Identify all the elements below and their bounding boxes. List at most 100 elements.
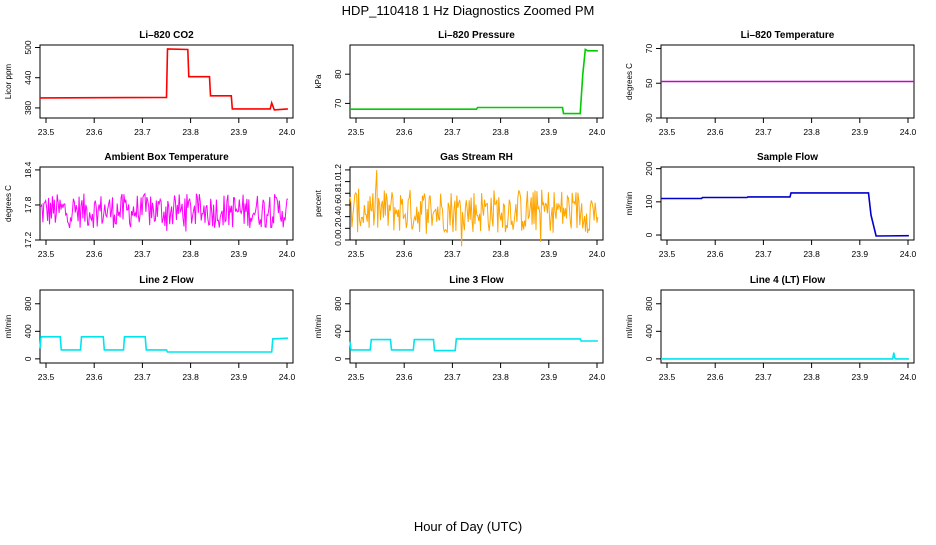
y-tick-label: 80: [333, 69, 343, 79]
y-axis-label: percent: [314, 189, 323, 216]
plot-frame: [39, 44, 294, 119]
x-tick-label: 23.6: [707, 127, 724, 137]
x-tick-label: 23.7: [444, 372, 461, 382]
plot-frame: [39, 166, 294, 241]
y-axis-label: degrees C: [4, 185, 13, 222]
x-tick-label: 23.7: [444, 249, 461, 259]
panel-title: Line 3 Flow: [449, 275, 504, 286]
y-tick-label: 30: [644, 113, 654, 123]
y-tick-label: 70: [333, 98, 343, 108]
x-tick-label: 23.9: [231, 127, 248, 137]
x-tick-label: 23.8: [492, 249, 509, 259]
y-tick-label: 0.0: [333, 234, 343, 246]
x-tick-label: 23.8: [182, 372, 199, 382]
x-tick-label: 24.0: [589, 372, 606, 382]
x-tick-label: 24.0: [900, 249, 917, 259]
x-tick-label: 23.5: [38, 249, 55, 259]
y-tick-label: 440: [23, 70, 33, 84]
x-tick-label: 23.6: [86, 372, 103, 382]
x-tick-label: 23.9: [852, 372, 869, 382]
x-tick-label: 24.0: [589, 127, 606, 137]
chart-panel-8: Line 3 Flow ml/min 23.5 23.6 23.7 23.8 23.9 24.…: [314, 275, 606, 382]
y-tick-label: 50: [644, 78, 654, 88]
y-tick-label: 500: [23, 40, 33, 54]
x-tick-label: 23.5: [38, 372, 55, 382]
y-tick-label: 0: [644, 232, 654, 237]
y-tick-label: 400: [333, 324, 343, 338]
x-tick-label: 24.0: [900, 372, 917, 382]
x-tick-label: 23.6: [396, 372, 413, 382]
panel-title: Gas Stream RH: [440, 152, 513, 163]
panel-title: Line 2 Flow: [139, 275, 194, 286]
y-tick-label: 0.8: [333, 187, 343, 199]
y-tick-label: 380: [23, 101, 33, 115]
x-tick-label: 23.7: [134, 249, 151, 259]
chart-panel-3: Li–820 Temperature degrees C 23.5 23.6 23.7 2…: [625, 30, 917, 137]
chart-panel-6: Sample Flow ml/min 23.5 23.6 23.7 23.8 23.9 24.…: [625, 152, 917, 259]
panel-title: Li–820 CO2: [139, 30, 194, 41]
panel-grid: Li–820 CO2 Licor ppm 23.5 23.6 23.7 23.8 23.9 2…: [4, 30, 917, 382]
x-tick-label: 23.8: [803, 127, 820, 137]
x-tick-label: 23.9: [231, 372, 248, 382]
y-axis-label: ml/min: [4, 315, 13, 339]
panel-title: Li–820 Temperature: [741, 30, 835, 41]
x-tick-label: 23.5: [659, 127, 676, 137]
y-tick-label: 18.4: [23, 161, 33, 178]
x-tick-label: 23.8: [492, 127, 509, 137]
y-tick-label: 70: [644, 43, 654, 53]
y-axis-label: ml/min: [625, 192, 634, 216]
chart-panel-4: Ambient Box Temperature degrees C 23.5 23.6…: [4, 152, 296, 259]
x-tick-label: 23.7: [755, 127, 772, 137]
y-tick-label: 0.6: [333, 199, 343, 211]
x-tick-label: 23.5: [348, 127, 365, 137]
x-tick-label: 23.8: [803, 372, 820, 382]
x-tick-label: 23.7: [755, 372, 772, 382]
x-tick-label: 23.9: [852, 127, 869, 137]
y-tick-label: 100: [644, 194, 654, 208]
panel-title: Line 4 (LT) Flow: [750, 275, 826, 286]
plot-frame: [349, 166, 604, 241]
plot-frame: [660, 289, 915, 364]
plot-frame: [349, 44, 604, 119]
chart-panel-2: Li–820 Pressure kPa 23.5 23.6 23.7 23.8 23.9 24…: [314, 30, 606, 137]
y-axis-label: Licor ppm: [4, 64, 13, 99]
chart-panel-7: Line 2 Flow ml/min 23.5 23.6 23.7 23.8 23.9 24.…: [4, 275, 296, 382]
panel-title: Ambient Box Temperature: [104, 152, 229, 163]
y-tick-label: 800: [23, 296, 33, 310]
series-line: [349, 170, 599, 247]
y-tick-label: 400: [23, 324, 33, 338]
x-tick-label: 23.8: [492, 372, 509, 382]
y-tick-label: 0: [333, 356, 343, 361]
chart-panel-1: Li–820 CO2 Licor ppm 23.5 23.6 23.7 23.8 23.9 2…: [4, 30, 296, 137]
y-tick-label: 0.4: [333, 210, 343, 222]
x-tick-label: 23.9: [231, 249, 248, 259]
y-tick-label: 800: [644, 296, 654, 310]
page-title: HDP_110418 1 Hz Diagnostics Zoomed PM: [342, 3, 595, 18]
y-tick-label: 800: [333, 296, 343, 310]
x-tick-label: 24.0: [279, 127, 296, 137]
y-tick-label: 0: [644, 356, 654, 361]
x-tick-label: 23.5: [659, 372, 676, 382]
y-tick-label: 0: [23, 356, 33, 361]
series-line: [661, 192, 909, 237]
chart-panel-5: Gas Stream RH percent 23.5 23.6 23.7 23.8 23.9…: [314, 152, 606, 259]
chart-panel-9: Line 4 (LT) Flow ml/min 23.5 23.6 23.7 23.8 23…: [625, 275, 917, 382]
x-tick-label: 23.5: [659, 249, 676, 259]
x-tick-label: 23.6: [86, 249, 103, 259]
y-tick-label: 1.0: [333, 175, 343, 187]
series-line: [39, 336, 288, 353]
panel-title: Li–820 Pressure: [438, 30, 515, 41]
x-tick-label: 24.0: [900, 127, 917, 137]
x-tick-label: 23.8: [182, 249, 199, 259]
x-tick-label: 23.6: [396, 127, 413, 137]
x-tick-label: 23.7: [755, 249, 772, 259]
x-tick-label: 24.0: [279, 249, 296, 259]
panel-title: Sample Flow: [757, 152, 818, 163]
x-tick-label: 23.9: [852, 249, 869, 259]
series-line: [349, 338, 598, 352]
x-tick-label: 23.6: [707, 372, 724, 382]
x-tick-label: 23.7: [134, 372, 151, 382]
y-tick-label: 1.2: [333, 164, 343, 176]
x-tick-label: 23.7: [134, 127, 151, 137]
x-tick-label: 23.8: [803, 249, 820, 259]
